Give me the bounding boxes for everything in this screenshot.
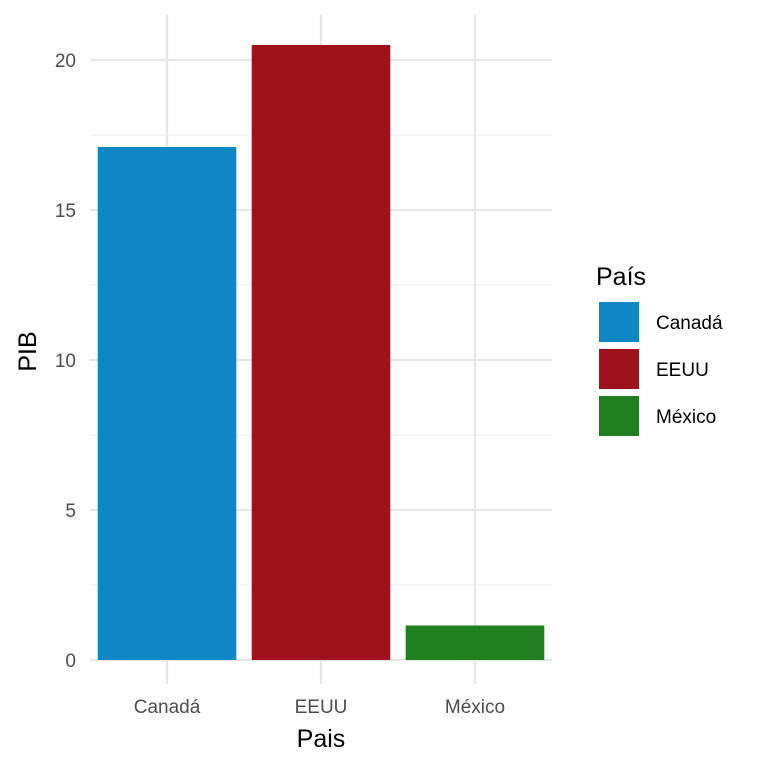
y-axis-title: PIB — [14, 331, 42, 371]
legend-title: País — [596, 263, 646, 291]
legend-label-3: México — [656, 407, 716, 428]
y-tick-label: 0 — [65, 651, 76, 672]
x-tick-label: EEUU — [295, 697, 348, 718]
y-tick-label: 20 — [55, 51, 76, 72]
x-axis-title: Pais — [297, 725, 346, 753]
y-axis-ticks: 0 5 10 15 20 — [55, 51, 76, 672]
legend-label-1: Canadá — [656, 313, 723, 334]
legend: País Canadá EEUU México — [596, 263, 723, 436]
chart-bars — [97, 45, 545, 660]
x-tick-label: Canadá — [134, 697, 201, 718]
legend-swatch-2 — [599, 349, 639, 389]
x-axis-ticks: Canadá EEUU México — [134, 697, 505, 718]
y-tick-label: 10 — [55, 351, 76, 372]
y-tick-label: 5 — [65, 501, 76, 522]
bar-1 — [97, 147, 237, 660]
y-tick-label: 15 — [55, 201, 76, 222]
bar-2 — [251, 45, 391, 660]
x-tick-label: México — [445, 697, 505, 718]
legend-swatch-3 — [599, 396, 639, 436]
legend-label-2: EEUU — [656, 360, 709, 381]
legend-swatch-1 — [599, 302, 639, 342]
bar-3 — [405, 625, 545, 660]
